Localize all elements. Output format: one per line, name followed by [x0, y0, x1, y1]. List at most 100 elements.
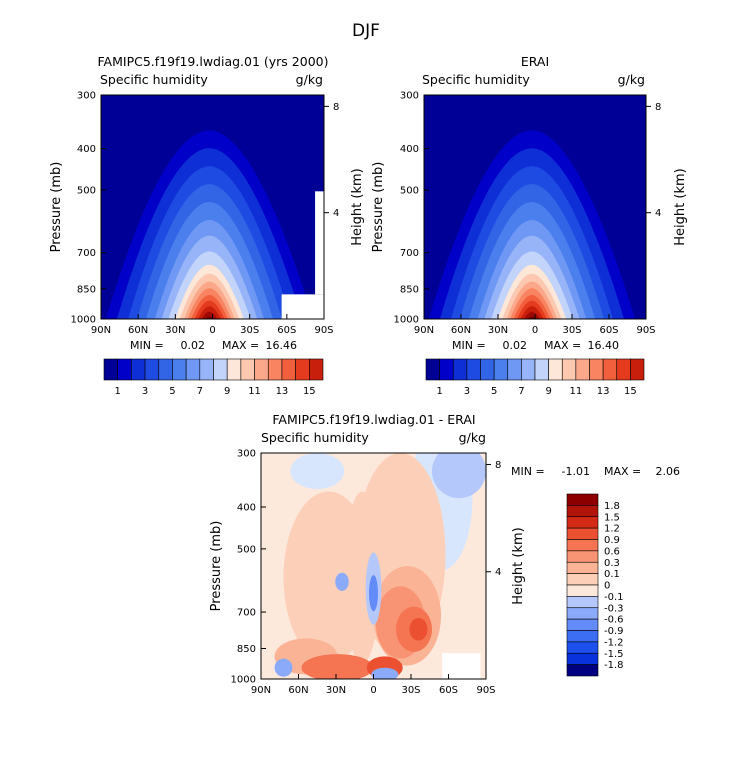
- colorbar-label: 5: [169, 386, 175, 397]
- colorbar-label: 7: [197, 386, 203, 397]
- contour-level: [335, 572, 349, 591]
- right-tick-label: 8: [333, 102, 339, 113]
- colorbar-swatch: [589, 358, 604, 381]
- colorbar-swatch: [566, 550, 599, 563]
- min-label: MIN =: [130, 339, 164, 352]
- contour-level: [274, 658, 293, 677]
- max-value: 16.40: [588, 339, 620, 352]
- x-tick-label: 60S: [599, 325, 618, 336]
- colorbar-swatch: [575, 358, 590, 381]
- colorbar-swatch: [103, 358, 118, 381]
- x-tick-label: 60N: [288, 685, 308, 696]
- y-tick-label: 500: [77, 186, 96, 197]
- colorbar-swatch: [185, 358, 201, 381]
- colorbar-swatch: [566, 618, 599, 631]
- topography-mask: [442, 653, 481, 679]
- colorbar-label: 1.5: [604, 512, 620, 523]
- colorbar-label: 1.2: [604, 524, 620, 535]
- colorbar-swatch: [566, 652, 599, 665]
- panel-subtitle-right: g/kg: [459, 430, 486, 445]
- colorbar: 1 3 5 7 9 11 13 15: [425, 358, 645, 397]
- model-panel: FAMIPC5.f19f19.lwdiag.01 (yrs 2000) Spec…: [49, 54, 365, 397]
- colorbar-swatch: [131, 358, 146, 381]
- colorbar-swatch: [172, 358, 187, 381]
- y-axis-right-label: Height (km): [673, 168, 688, 245]
- colorbar-label: -1.5: [604, 649, 624, 660]
- y-tick-label: 850: [77, 284, 96, 295]
- x-tick-label: 90N: [251, 685, 271, 696]
- panel-title: ERAI: [521, 54, 549, 69]
- min-label: MIN =: [452, 339, 486, 352]
- y-tick-label: 500: [400, 186, 419, 197]
- colorbar-swatch: [566, 527, 599, 540]
- panel-subtitle-right: g/kg: [618, 72, 645, 87]
- panel-title: FAMIPC5.f19f19.lwdiag.01 - ERAI: [272, 412, 475, 427]
- colorbar: 1.81.51.20.90.60.30.10-0.1-0.3-0.6-0.9-1…: [566, 493, 624, 677]
- contour-field: [424, 95, 646, 319]
- contour-level: [452, 559, 484, 641]
- contour-level: [524, 311, 540, 319]
- colorbar-swatch: [240, 358, 255, 381]
- max-label: MAX =: [604, 465, 641, 478]
- colorbar-swatch: [158, 358, 173, 381]
- y-tick-label: 500: [237, 544, 256, 555]
- y-tick-label: 400: [400, 144, 419, 155]
- contour-level: [527, 316, 537, 319]
- colorbar-swatch: [144, 358, 160, 381]
- x-tick-label: 60N: [128, 325, 148, 336]
- x-tick-label: 30N: [488, 325, 508, 336]
- colorbar-swatch: [281, 358, 296, 381]
- colorbar-label: 0.6: [604, 546, 620, 557]
- colorbar-label: -0.1: [604, 592, 624, 603]
- colorbar-label: 0.9: [604, 535, 620, 546]
- x-tick-label: 90N: [91, 325, 111, 336]
- colorbar-swatch: [566, 561, 599, 574]
- min-value: -1.01: [562, 465, 590, 478]
- x-tick-label: 30N: [165, 325, 185, 336]
- contour-level: [201, 311, 218, 319]
- right-tick-label: 4: [495, 567, 501, 578]
- colorbar-swatch: [309, 358, 324, 381]
- x-tick-label: 60N: [451, 325, 471, 336]
- colorbar-swatch: [521, 358, 536, 381]
- colorbar-swatch: [439, 358, 454, 381]
- colorbar-label: -0.3: [604, 603, 624, 614]
- colorbar-label: -1.8: [604, 660, 624, 671]
- right-tick-label: 8: [655, 102, 661, 113]
- colorbar-swatch: [566, 607, 599, 620]
- colorbar-label: 3: [142, 386, 148, 397]
- colorbar-swatch: [295, 358, 310, 381]
- x-tick-label: 90S: [476, 685, 495, 696]
- colorbar-label: 15: [303, 386, 316, 397]
- contour-level: [432, 453, 486, 499]
- y-tick-label: 300: [77, 91, 96, 102]
- colorbar-swatch: [566, 505, 599, 518]
- colorbar-label: -1.2: [604, 637, 624, 648]
- colorbar-swatch: [561, 358, 577, 381]
- colorbar-swatch: [566, 573, 599, 586]
- right-tick-label: 4: [655, 208, 661, 219]
- min-value: 0.02: [181, 339, 206, 352]
- colorbar-label: 11: [248, 386, 261, 397]
- colorbar-swatch: [466, 358, 481, 381]
- colorbar-swatch: [566, 664, 599, 677]
- page-title: DJF: [352, 21, 380, 41]
- contour-field: [101, 95, 324, 319]
- colorbar-swatch: [566, 584, 599, 597]
- x-tick-label: 90N: [414, 325, 434, 336]
- panel-subtitle-left: Specific humidity: [261, 430, 369, 445]
- colorbar-label: -0.9: [604, 626, 624, 637]
- y-axis-label: Pressure (mb): [371, 162, 386, 253]
- colorbar-label: 1: [115, 386, 121, 397]
- colorbar-label: 13: [276, 386, 289, 397]
- y-tick-label: 700: [77, 248, 96, 259]
- y-axis-label: Pressure (mb): [49, 162, 64, 253]
- colorbar-swatch: [493, 358, 509, 381]
- colorbar-swatch: [602, 358, 618, 381]
- max-value: 16.46: [266, 339, 298, 352]
- x-tick-label: 0: [209, 325, 215, 336]
- x-tick-label: 90S: [314, 325, 333, 336]
- colorbar-label: 0: [604, 581, 610, 592]
- y-tick-label: 1000: [231, 675, 256, 686]
